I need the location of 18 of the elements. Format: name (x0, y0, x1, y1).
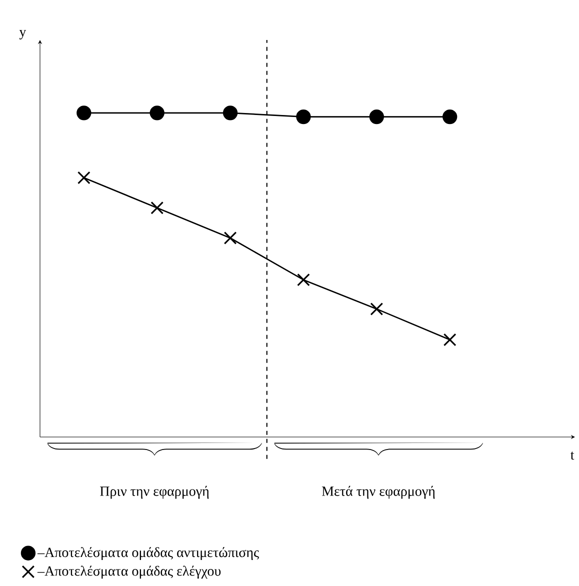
point (150, 106, 164, 120)
text: Μετά την εφαρμογή (322, 486, 435, 499)
point (370, 302, 384, 316)
text: t (570, 452, 574, 460)
point (369, 109, 384, 124)
point (76, 106, 92, 120)
text: Πριν την εφαρμογή (100, 486, 209, 499)
point (224, 232, 237, 244)
point (150, 201, 164, 214)
point (77, 171, 90, 184)
legend-label: –Αποτελέσματα ομάδας ελέγχου (37, 566, 221, 579)
point (297, 273, 310, 286)
text: y (19, 30, 26, 40)
legend-label: –Αποτελέσματα ομάδας αντιμετώπισης (37, 547, 259, 560)
point (443, 333, 456, 346)
point (296, 109, 311, 124)
point (442, 109, 458, 124)
point (222, 106, 238, 120)
